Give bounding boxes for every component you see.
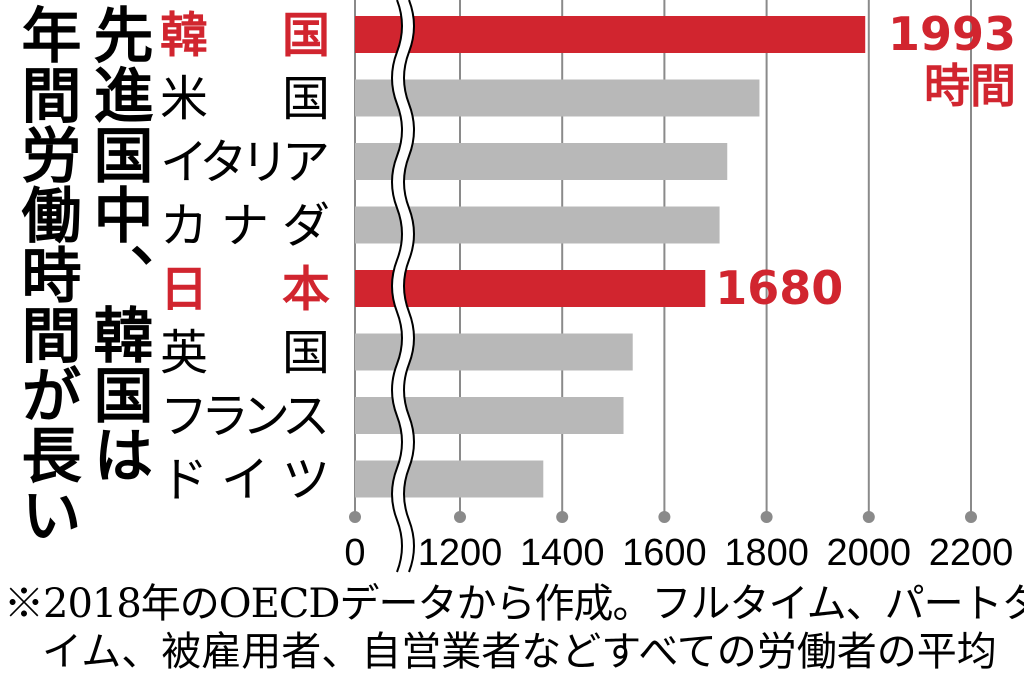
title-line-1: 先進国中、韓国は <box>83 4 153 484</box>
x-tick-label: 1200 <box>418 532 503 574</box>
axis-break-line <box>391 0 403 573</box>
footnote: ※2018年のOECDデータから作成。フルタイム、パートタ イム、被雇用者、自営… <box>4 580 1024 676</box>
category-label: フランス <box>160 389 330 445</box>
category-label: イタリア <box>160 135 330 191</box>
footnote-line-1: ※2018年のOECDデータから作成。フルタイム、パートタ <box>4 581 1024 627</box>
axis-break-gap <box>392 0 414 575</box>
tick-dot <box>556 511 569 523</box>
x-tick-label: 1400 <box>520 532 605 574</box>
x-tick-label: 1600 <box>622 532 707 574</box>
bar-chart: 0 1200 1400 1600 1800 2000 2200 韓 国米 国イタリアカナダ日 … <box>160 0 1016 575</box>
chart-title: 先進国中、韓国は 年間労働時間が長い <box>2 0 153 570</box>
bar <box>355 143 728 180</box>
bar <box>355 79 760 117</box>
tick-dot <box>349 511 361 523</box>
data-label: 1993 <box>888 7 1016 61</box>
tick-dot <box>454 511 466 523</box>
title-line-2: 年間労働時間が長い <box>11 4 81 544</box>
bar <box>355 206 720 244</box>
category-label: 韓 国 <box>160 8 330 64</box>
x-tick-label: 2000 <box>827 532 912 574</box>
axis-break-line <box>403 0 415 573</box>
footnote-line-2: イム、被雇用者、自営業者などすべての労働者の平均 <box>42 629 997 675</box>
category-label: 米 国 <box>160 71 330 127</box>
x-tick-label: 0 <box>344 532 365 574</box>
x-tick-label: 1800 <box>724 532 809 574</box>
tick-dot <box>658 511 671 523</box>
bar <box>355 16 866 53</box>
tick-dot <box>862 511 875 523</box>
category-label: ドイツ <box>160 452 330 508</box>
category-label: 英 国 <box>160 325 330 381</box>
tick-dot <box>760 511 773 523</box>
tick-dot <box>965 511 977 523</box>
category-label: カナダ <box>160 198 330 254</box>
category-label: 日 本 <box>160 262 330 318</box>
x-tick-label: 2200 <box>929 532 1014 574</box>
data-label: 時間 <box>924 59 1016 113</box>
data-label: 1680 <box>715 261 843 315</box>
bar <box>355 460 544 498</box>
bar <box>355 270 706 307</box>
